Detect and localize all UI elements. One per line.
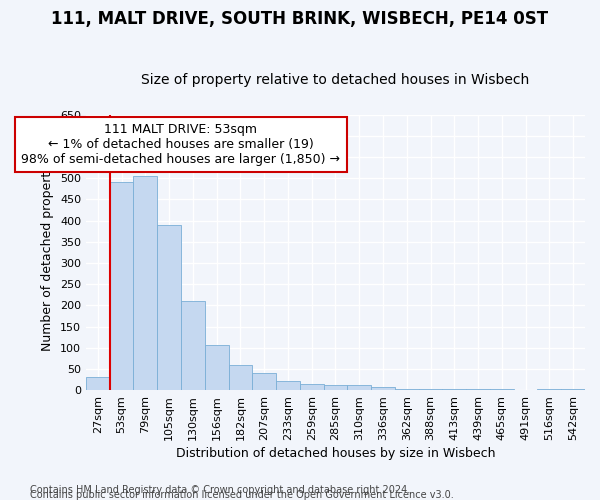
Text: 111 MALT DRIVE: 53sqm
← 1% of detached houses are smaller (19)
98% of semi-detac: 111 MALT DRIVE: 53sqm ← 1% of detached h… <box>22 123 340 166</box>
Bar <box>395 389 419 390</box>
Bar <box>205 345 229 390</box>
Bar <box>229 365 252 390</box>
Text: Contains public sector information licensed under the Open Government Licence v3: Contains public sector information licen… <box>30 490 454 500</box>
Text: Contains HM Land Registry data © Crown copyright and database right 2024.: Contains HM Land Registry data © Crown c… <box>30 485 410 495</box>
Bar <box>86 378 110 390</box>
Bar <box>347 385 371 390</box>
Bar <box>157 225 181 390</box>
Bar <box>276 381 300 390</box>
X-axis label: Distribution of detached houses by size in Wisbech: Distribution of detached houses by size … <box>176 447 495 460</box>
Bar <box>252 373 276 390</box>
Title: Size of property relative to detached houses in Wisbech: Size of property relative to detached ho… <box>142 73 530 87</box>
Bar <box>561 389 585 390</box>
Text: 111, MALT DRIVE, SOUTH BRINK, WISBECH, PE14 0ST: 111, MALT DRIVE, SOUTH BRINK, WISBECH, P… <box>52 10 548 28</box>
Bar <box>419 389 442 390</box>
Bar <box>300 384 323 390</box>
Y-axis label: Number of detached properties: Number of detached properties <box>41 154 55 351</box>
Bar <box>133 176 157 390</box>
Bar <box>323 384 347 390</box>
Bar <box>181 301 205 390</box>
Bar <box>442 389 466 390</box>
Bar <box>110 182 133 390</box>
Bar <box>371 387 395 390</box>
